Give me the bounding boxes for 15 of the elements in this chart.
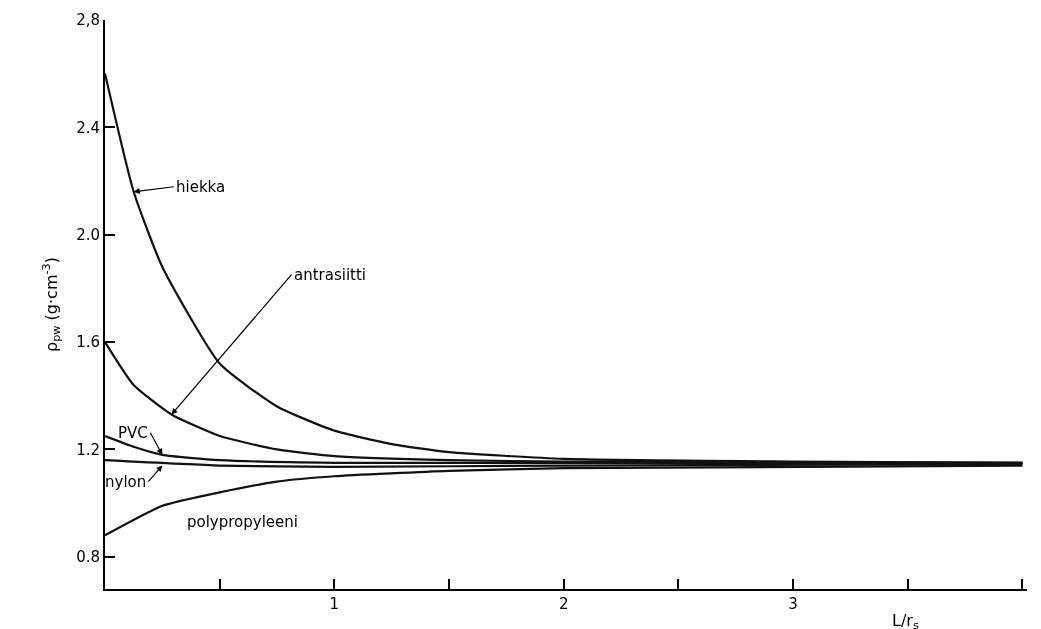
annotation: hiekka — [176, 178, 226, 196]
y-tick-label: 0.8 — [76, 548, 100, 567]
y-tick-label: 1.2 — [76, 440, 100, 459]
y-tick-label: 2.4 — [76, 118, 100, 137]
annotation: antrasiitti — [294, 266, 367, 284]
x-axis-title: L/r$_{s}$ — [892, 611, 919, 629]
y-tick-label: 2,8 — [76, 11, 100, 30]
x-tick-label: 2 — [558, 595, 569, 613]
annotation: polypropyleeni — [187, 513, 298, 531]
y-tick-label: 1.6 — [76, 333, 100, 352]
y-tick-label: 2.0 — [76, 225, 100, 244]
x-tick-label: 1 — [329, 595, 340, 613]
annotation: nylon — [105, 473, 147, 491]
x-tick-label: 3 — [788, 595, 798, 613]
annotation: PVC — [118, 424, 148, 442]
